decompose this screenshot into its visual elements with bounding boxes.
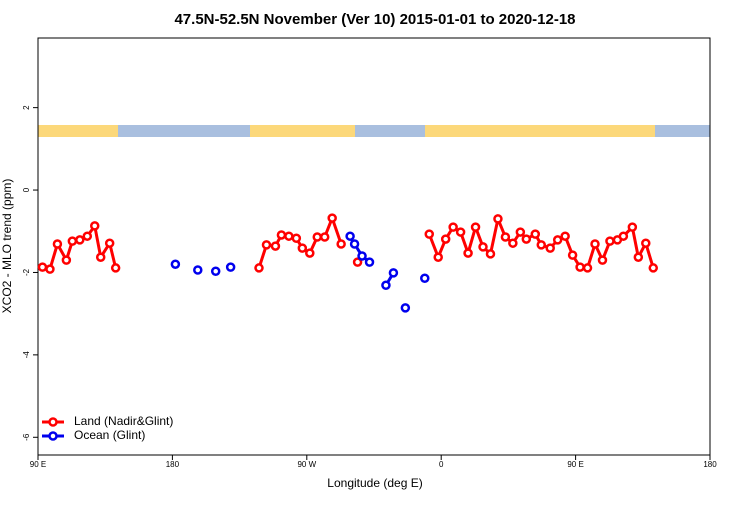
data-point (633, 252, 644, 262)
land-strip (425, 125, 655, 137)
data-point (648, 263, 659, 273)
data-point (521, 234, 532, 244)
y-tick-label: -4 (22, 351, 31, 359)
data-point (349, 239, 360, 249)
data-point (67, 236, 78, 246)
data-point (52, 239, 63, 249)
data-point (605, 236, 615, 246)
data-point (597, 255, 608, 265)
data-point (388, 268, 399, 278)
data-point (463, 248, 473, 258)
chart-title: 47.5N-52.5N November (Ver 10) 2015-01-01… (174, 11, 575, 28)
data-point (336, 239, 346, 249)
data-point (357, 251, 367, 261)
data-point (170, 259, 181, 269)
legend-label: Land (Nadir&Glint) (74, 414, 173, 428)
data-point (75, 235, 85, 245)
data-point (440, 234, 451, 244)
data-point (627, 222, 638, 232)
data-point (45, 264, 55, 274)
data-point (500, 232, 511, 242)
legend-marker (48, 417, 58, 427)
plot-frame (37, 37, 711, 456)
data-point (312, 232, 323, 242)
data-point (560, 231, 570, 241)
data-point (575, 262, 585, 272)
data-point (618, 231, 629, 241)
data-point (552, 235, 563, 245)
legend-label: Ocean (Glint) (74, 428, 145, 442)
data-point (284, 231, 294, 241)
data-point (345, 231, 355, 241)
data-point (508, 238, 518, 248)
data-point (110, 263, 121, 273)
legend-marker (48, 431, 58, 441)
series-line (42, 213, 655, 272)
data-point (37, 262, 48, 272)
x-tick-label: 90 E (567, 460, 583, 469)
y-tick-label: 0 (22, 187, 31, 192)
data-point (193, 265, 203, 275)
data-point (364, 257, 375, 267)
y-tick-label: -6 (22, 433, 31, 441)
data-point (305, 248, 315, 258)
data-point (95, 252, 106, 262)
data-point (424, 229, 435, 239)
data-point (567, 250, 578, 260)
data-point (485, 249, 496, 259)
data-point (276, 230, 287, 240)
x-axis-label: Longitude (deg E) (327, 476, 422, 490)
data-point (381, 280, 391, 290)
data-point (455, 227, 466, 237)
data-point (515, 227, 526, 237)
data-point (297, 243, 308, 253)
data-point (270, 241, 281, 251)
x-tick-label: 180 (166, 460, 180, 469)
data-point (319, 232, 330, 242)
data-point (61, 255, 72, 265)
map-strip (38, 125, 710, 137)
data-point (545, 243, 555, 253)
x-tick-label: 180 (703, 460, 717, 469)
data-point (433, 252, 443, 262)
data-point (582, 263, 593, 273)
data-point (470, 222, 481, 232)
x-tick-label: 0 (439, 460, 444, 469)
data-point (400, 303, 411, 313)
data-point (89, 221, 100, 231)
data-point (291, 233, 302, 244)
data-point (104, 238, 115, 248)
data-point (210, 266, 221, 276)
data-point (261, 240, 272, 250)
data-point (327, 213, 337, 223)
y-axis-label: XCO2 - MLO trend (ppm) (0, 179, 14, 314)
data-point (478, 242, 488, 252)
land-strip (250, 125, 355, 137)
data-point (641, 238, 651, 248)
data-point (590, 239, 600, 249)
y-tick-label: -2 (22, 268, 31, 276)
data-point (420, 273, 430, 283)
land-strip (38, 125, 118, 137)
x-tick-label: 90 E (30, 460, 46, 469)
data-point (448, 222, 458, 232)
y-tick-label: 2 (22, 105, 31, 110)
data-point (493, 214, 503, 224)
data-point (254, 263, 264, 273)
data-point (530, 229, 541, 239)
data-point (536, 240, 547, 250)
x-tick-label: 90 W (297, 460, 316, 469)
data-point (352, 257, 363, 267)
data-point (82, 231, 93, 241)
data-point (225, 262, 236, 272)
